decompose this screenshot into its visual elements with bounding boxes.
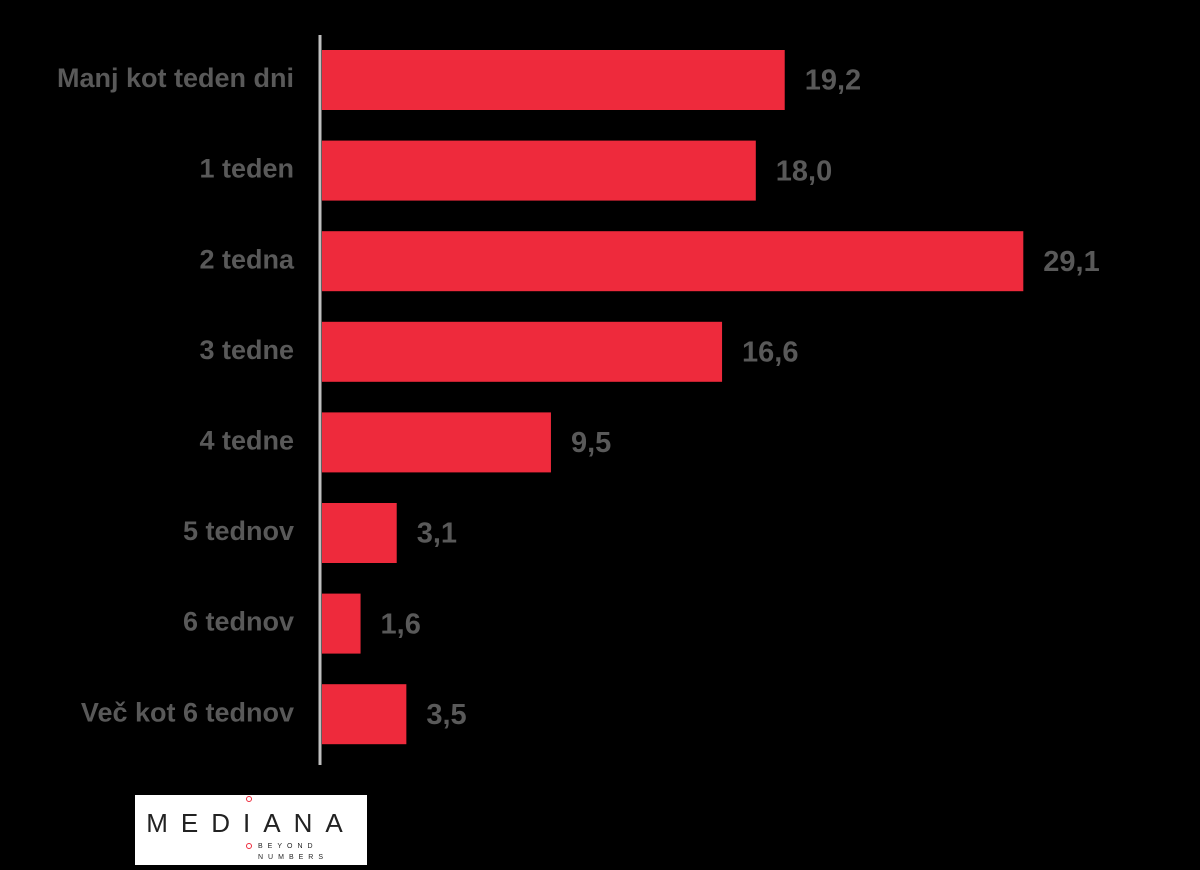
value-label: 3,5 — [426, 699, 466, 731]
bar — [322, 503, 397, 563]
value-label: 16,6 — [742, 336, 798, 368]
value-label: 29,1 — [1043, 246, 1099, 278]
value-label: 3,1 — [417, 518, 457, 550]
bar — [322, 593, 361, 654]
value-label: 9,5 — [571, 427, 611, 459]
value-label: 1,6 — [381, 608, 421, 640]
logo-box — [135, 795, 367, 865]
category-label: Manj kot teden dni — [57, 63, 294, 93]
category-label: 4 tedne — [199, 426, 294, 456]
category-label: 1 teden — [199, 154, 294, 184]
bar — [322, 140, 756, 201]
logo-dot — [246, 843, 252, 849]
bar — [322, 231, 1024, 292]
logo-name: MEDIANA — [146, 808, 355, 838]
category-label: 2 tedna — [199, 244, 295, 274]
bar — [322, 684, 407, 745]
bar — [322, 321, 723, 382]
logo-dot — [246, 796, 252, 802]
bar — [322, 412, 551, 473]
logo: MEDIANA BEYOND NUMBERS — [135, 795, 367, 865]
bar — [322, 50, 785, 110]
category-label: 3 tedne — [199, 335, 294, 365]
category-label: 5 tednov — [183, 516, 294, 546]
value-label: 18,0 — [776, 155, 832, 187]
logo-tagline: NUMBERS — [258, 854, 328, 861]
category-label: Več kot 6 tednov — [81, 697, 294, 727]
category-label: 6 tednov — [183, 607, 294, 637]
value-label: 19,2 — [805, 65, 861, 97]
logo-tagline: BEYOND — [258, 843, 318, 850]
